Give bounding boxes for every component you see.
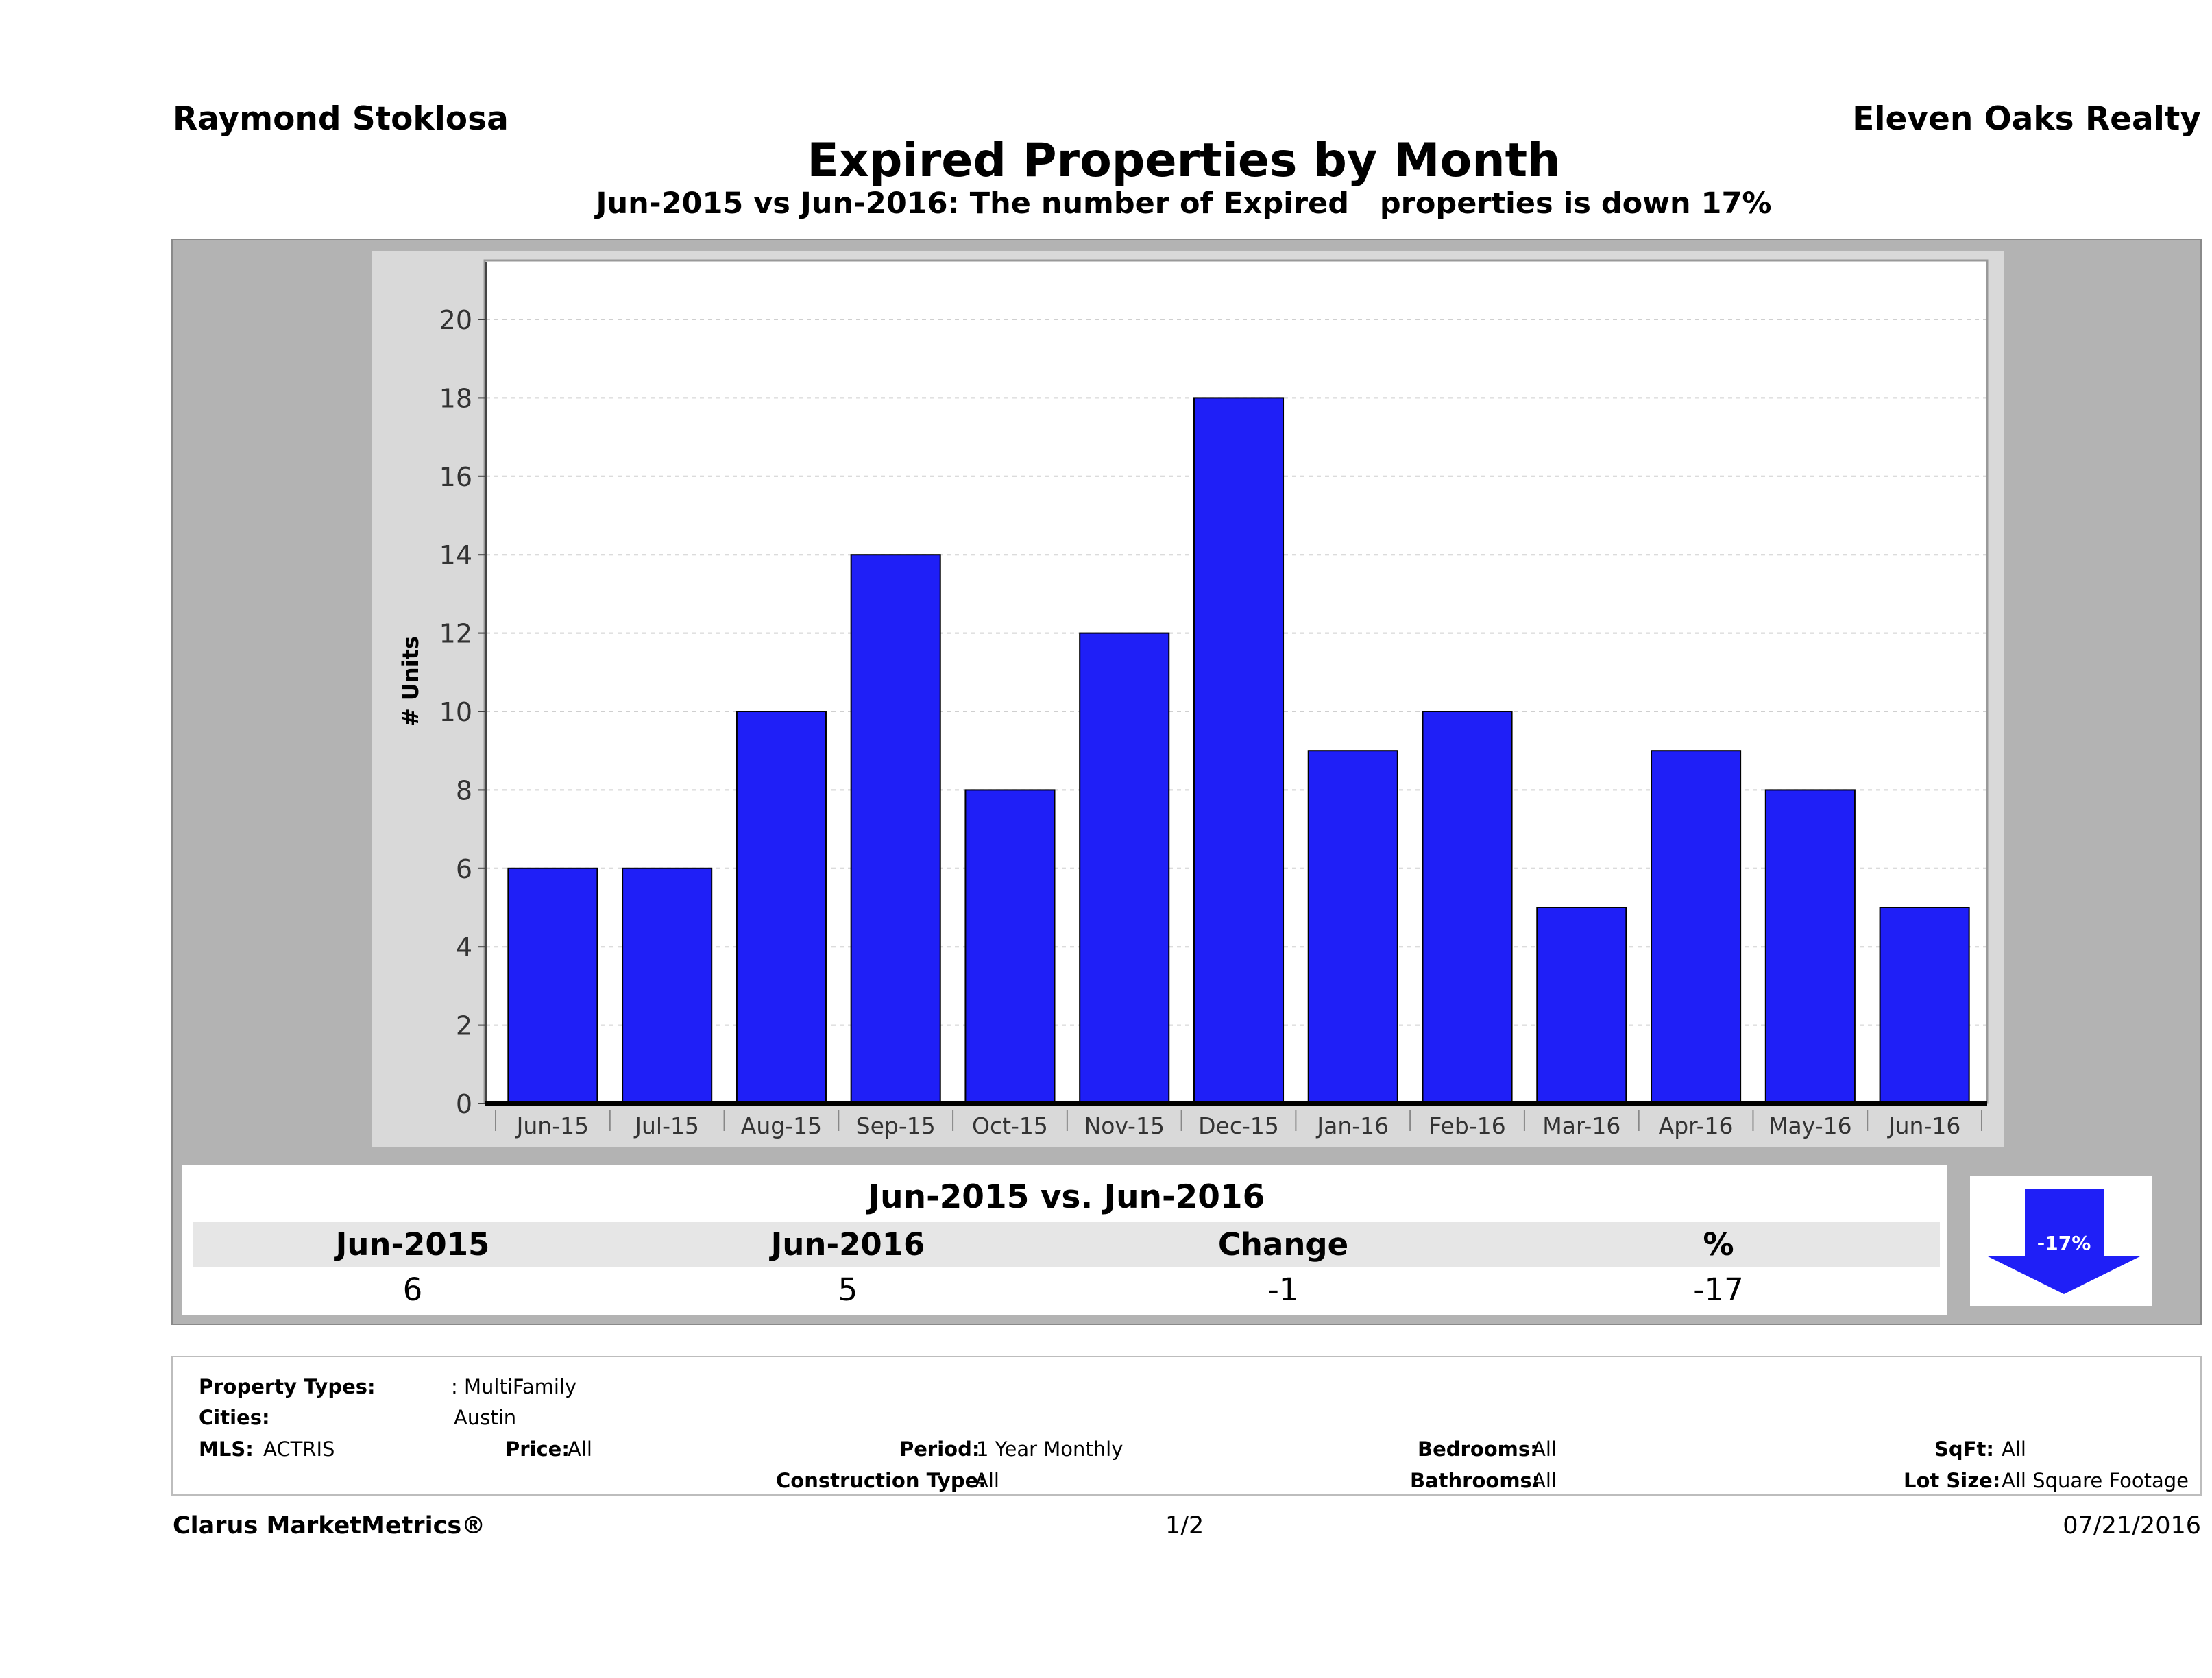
- x-tick-label: Jul-15: [633, 1112, 699, 1139]
- bar: [1764, 789, 1856, 1105]
- filter-property-types-value: : MultiFamily: [451, 1375, 577, 1398]
- bars: [507, 397, 1970, 1105]
- y-tick-label: 2: [456, 1011, 472, 1041]
- filter-price-value: All: [568, 1437, 592, 1461]
- y-tick-label: 18: [439, 383, 472, 413]
- x-tick-label: Feb-16: [1429, 1112, 1505, 1139]
- summary-header-change: Change: [1217, 1226, 1349, 1263]
- filter-period-value: 1 Year Monthly: [976, 1437, 1123, 1461]
- bar: [736, 711, 827, 1104]
- chart-subtitle: Jun-2015 vs Jun-2016: The number of Expi…: [596, 186, 1772, 221]
- filter-cities-label: Cities:: [199, 1406, 270, 1429]
- down-arrow-icon: [1986, 1189, 2141, 1294]
- x-tick-label: Aug-15: [741, 1112, 822, 1139]
- summary-title: Jun-2015 vs. Jun-2016: [193, 1174, 1940, 1220]
- x-tick-label: Apr-16: [1659, 1112, 1734, 1139]
- footer-date: 07/21/2016: [2063, 1512, 2201, 1540]
- y-tick-label: 14: [439, 540, 472, 570]
- filter-mls-label: MLS:: [199, 1437, 254, 1461]
- trend-indicator: -17%: [1970, 1176, 2152, 1306]
- summary-value-change: -1: [1267, 1272, 1299, 1308]
- x-tick-label: Jan-16: [1315, 1112, 1389, 1139]
- trend-badge-text: -17%: [2037, 1232, 2091, 1254]
- bar-chart: 0 2 4 6 8 10 12 14 16 18 20 Jun-15 Jul-15 Aug-15 Sep-…: [398, 259, 1989, 1139]
- filter-period-label: Period:: [899, 1437, 980, 1461]
- x-tick-label: Sep-15: [856, 1112, 936, 1139]
- bar: [1307, 750, 1398, 1104]
- x-tick-label: Nov-15: [1084, 1112, 1165, 1139]
- filter-bathrooms-label: Bathrooms:: [1410, 1469, 1540, 1492]
- filter-lot-size-label: Lot Size:: [1904, 1469, 2001, 1492]
- bar: [1651, 750, 1742, 1104]
- filter-mls-value: ACTRIS: [263, 1437, 335, 1461]
- y-tick-label: 12: [439, 619, 472, 649]
- bar: [1079, 632, 1170, 1104]
- filters-panel: Property Types: : MultiFamily Cities: Au…: [171, 1356, 2202, 1496]
- x-tick-label: May-16: [1769, 1112, 1852, 1139]
- filter-sqft-label: SqFt:: [1934, 1437, 1994, 1461]
- filter-property-types-label: Property Types:: [199, 1375, 376, 1398]
- y-tick-label: 4: [456, 932, 472, 962]
- bar: [1193, 397, 1285, 1104]
- filter-sqft-value: All: [2002, 1437, 2026, 1461]
- y-tick-label: 6: [456, 854, 472, 884]
- summary-value-jun2016: 5: [838, 1272, 858, 1308]
- filter-price-label: Price:: [505, 1437, 570, 1461]
- filter-construction-value: All: [975, 1469, 999, 1492]
- y-tick-label: 10: [439, 697, 472, 727]
- chart-title: Expired Properties by Month: [807, 134, 1561, 188]
- filter-bedrooms-value: All: [1532, 1437, 1557, 1461]
- filter-bathrooms-value: All: [1532, 1469, 1557, 1492]
- summary-header-row: Jun-2015 Jun-2016 Change %: [193, 1222, 1940, 1267]
- bar: [507, 867, 598, 1104]
- footer-brand: Clarus MarketMetrics®: [173, 1512, 486, 1540]
- y-tick-label: 8: [456, 775, 472, 805]
- agent-name: Raymond Stoklosa: [173, 100, 509, 138]
- bar: [850, 554, 941, 1104]
- bar: [1422, 711, 1513, 1104]
- x-tick-label: Oct-15: [972, 1112, 1048, 1139]
- filter-construction-label: Construction Type:: [776, 1469, 986, 1492]
- summary-header-jun2016: Jun-2016: [770, 1226, 925, 1263]
- x-tick-label: Mar-16: [1542, 1112, 1620, 1139]
- footer-page-number: 1/2: [1165, 1512, 1204, 1540]
- x-tick-label: Jun-16: [1887, 1112, 1960, 1139]
- summary-value-jun2015: 6: [402, 1272, 423, 1308]
- summary-value-percent: -17: [1693, 1272, 1744, 1308]
- filter-bedrooms-label: Bedrooms:: [1418, 1437, 1538, 1461]
- brokerage-name: Eleven Oaks Realty: [1852, 100, 2201, 138]
- x-tick-label: Jun-15: [515, 1112, 589, 1139]
- summary-values-row: 6 5 -1 -17: [193, 1269, 1940, 1311]
- y-tick-label: 20: [439, 305, 472, 335]
- y-axis: 0 2 4 6 8 10 12 14 16 18 20: [439, 262, 487, 1119]
- y-tick-label: 0: [456, 1089, 472, 1119]
- bar: [1536, 907, 1627, 1104]
- filter-cities-value: Austin: [454, 1406, 517, 1429]
- x-tick-label: Dec-15: [1198, 1112, 1279, 1139]
- summary-header-jun2015: Jun-2015: [335, 1226, 490, 1263]
- bar: [964, 789, 1056, 1105]
- y-axis-label: # Units: [398, 636, 424, 727]
- filter-lot-size-value: All Square Footage: [2002, 1469, 2189, 1492]
- summary-header-percent: %: [1703, 1226, 1734, 1263]
- bar: [622, 867, 713, 1104]
- x-axis: Jun-15 Jul-15 Aug-15 Sep-15 Oct-15 Nov-15 Dec-…: [485, 1101, 1987, 1139]
- bar: [1879, 907, 1970, 1104]
- y-tick-label: 16: [439, 462, 472, 492]
